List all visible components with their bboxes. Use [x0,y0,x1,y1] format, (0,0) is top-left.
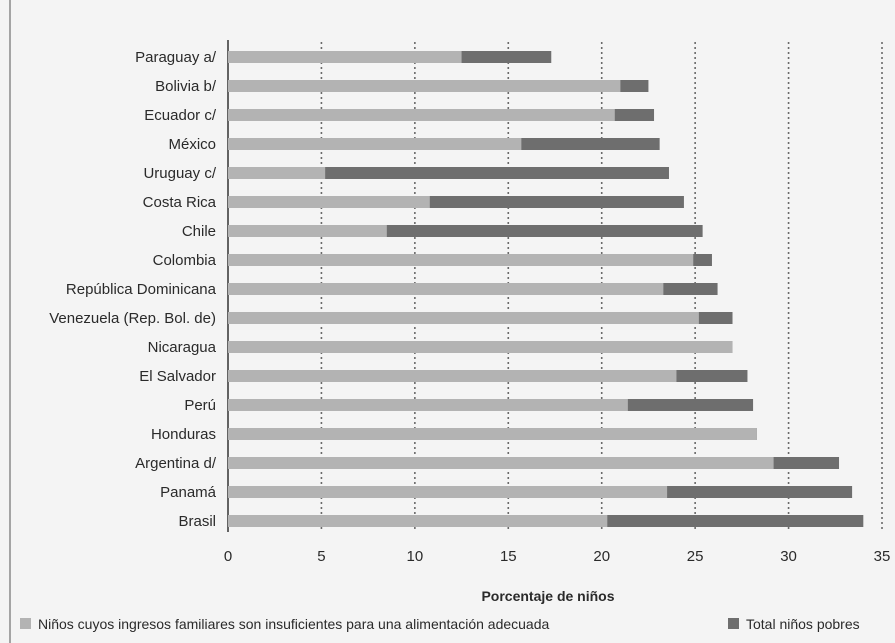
category-label: Brasil [178,513,216,530]
category-label: Honduras [151,426,216,443]
bar-ingresos-insuficientes [228,225,387,237]
bar-ingresos-insuficientes [228,109,615,121]
bar-ingresos-insuficientes [228,341,733,353]
category-label: República Dominicana [66,281,217,298]
category-label: Perú [184,397,216,414]
bar-ingresos-insuficientes [228,196,430,208]
bar-ingresos-insuficientes [228,254,694,266]
bar-ingresos-insuficientes [228,370,677,382]
x-tick-label: 25 [687,548,704,565]
bar-ingresos-insuficientes [228,51,462,63]
bar-ingresos-insuficientes [228,167,326,179]
x-tick-label: 5 [317,548,325,565]
category-label: Chile [182,223,216,240]
bar-ingresos-insuficientes [228,138,522,150]
category-label: Nicaragua [148,339,217,356]
x-tick-label: 35 [874,548,891,565]
category-label: Colombia [153,252,217,269]
bar-ingresos-insuficientes [228,399,628,411]
x-tick-label: 0 [224,548,232,565]
category-label: Bolivia b/ [155,78,217,95]
category-label: Venezuela (Rep. Bol. de) [49,310,216,327]
legend-label-ingresos: Niños cuyos ingresos familiares son insu… [38,616,550,632]
category-label: El Salvador [139,368,216,385]
x-tick-label: 15 [500,548,517,565]
bar-ingresos-insuficientes [228,312,699,324]
category-label: Panamá [160,484,217,501]
bar-ingresos-insuficientes [228,457,774,469]
bar-ingresos-insuficientes [228,515,608,527]
category-label: Uruguay c/ [143,165,216,182]
bar-ingresos-insuficientes [228,428,757,440]
bar-ingresos-insuficientes [228,80,621,92]
x-tick-label: 10 [407,548,424,565]
x-tick-label: 30 [780,548,797,565]
legend-swatch-total [728,618,739,629]
x-axis-title: Porcentaje de niños [481,588,614,604]
legend-swatch-ingresos [20,618,31,629]
legend-label-total: Total niños pobres [746,616,860,632]
bar-ingresos-insuficientes [228,283,664,295]
category-label: Argentina d/ [135,455,217,472]
category-label: México [168,136,216,153]
category-label: Costa Rica [143,194,217,211]
bar-total-ninos-pobres [228,167,669,179]
category-label: Ecuador c/ [144,107,217,124]
bar-ingresos-insuficientes [228,486,668,498]
category-label: Paraguay a/ [135,49,217,66]
x-tick-label: 20 [593,548,610,565]
